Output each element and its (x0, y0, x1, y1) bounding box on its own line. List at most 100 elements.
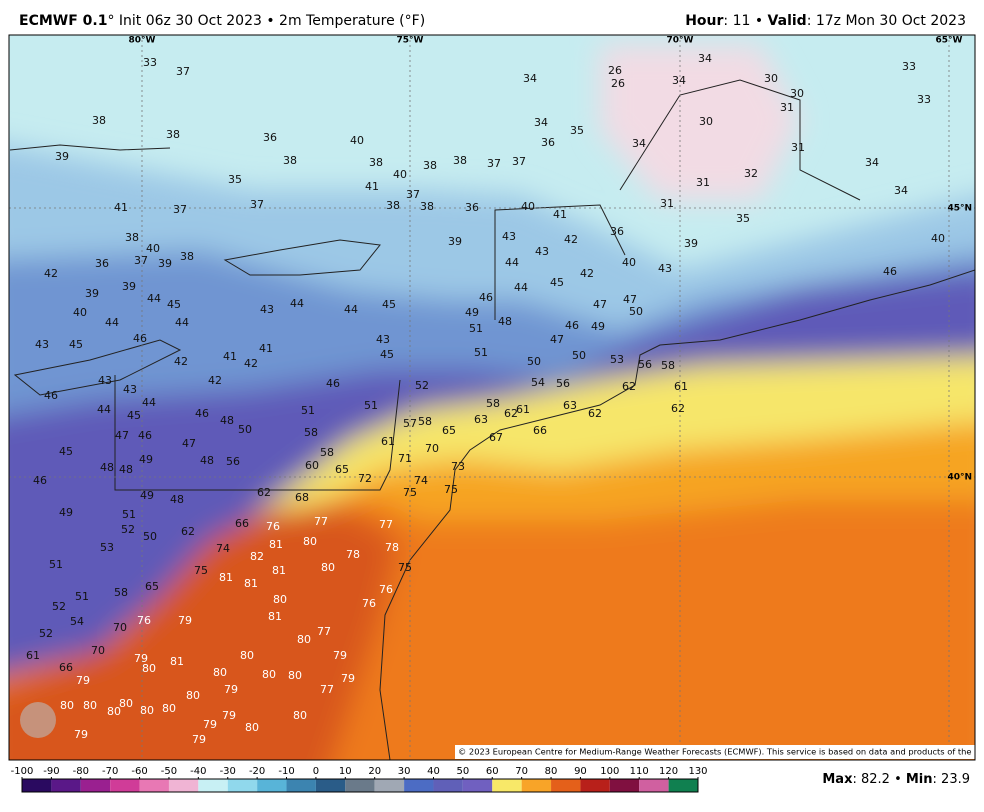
colorbar-segment (462, 779, 493, 792)
temperature-label: 78 (346, 548, 360, 561)
temperature-label: 52 (121, 523, 135, 536)
colorbar-tick-label: 70 (515, 766, 528, 777)
temperature-label: 33 (902, 60, 916, 73)
temperature-label: 76 (362, 597, 376, 610)
temperature-label: 46 (883, 265, 897, 278)
colorbar-tick-label: 120 (659, 766, 678, 777)
colorbar-tick-label: 20 (368, 766, 381, 777)
temperature-label: 66 (533, 424, 547, 437)
temperature-label: 77 (320, 683, 334, 696)
temperature-label: 48 (220, 414, 234, 427)
temperature-label: 41 (114, 201, 128, 214)
temperature-label: 46 (138, 429, 152, 442)
temperature-label: 44 (290, 297, 304, 310)
colorbar-tick-label: 30 (398, 766, 411, 777)
temperature-label: 81 (272, 564, 286, 577)
temperature-label: 46 (133, 332, 147, 345)
temperature-label: 38 (369, 156, 383, 169)
temperature-label: 52 (415, 379, 429, 392)
temperature-label: 44 (105, 316, 119, 329)
temperature-label: 42 (174, 355, 188, 368)
temperature-label: 47 (115, 429, 129, 442)
temperature-label: 77 (379, 518, 393, 531)
temperature-label: 80 (213, 666, 227, 679)
temperature-label: 52 (39, 627, 53, 640)
temperature-label: 53 (100, 541, 114, 554)
temperature-label: 50 (238, 423, 252, 436)
colorbar-tick-label: 90 (574, 766, 587, 777)
temperature-label: 74 (414, 474, 428, 487)
temperature-label: 48 (200, 454, 214, 467)
temperature-label: 51 (301, 404, 315, 417)
temperature-label: 58 (661, 359, 675, 372)
temperature-label: 61 (26, 649, 40, 662)
header-title: ECMWF 0.1° Init 06z 30 Oct 2023 • 2m Tem… (19, 13, 425, 29)
temperature-label: 36 (465, 201, 479, 214)
temperature-label: 80 (293, 709, 307, 722)
temperature-label: 41 (223, 350, 237, 363)
footer: Max: 82.2 • Min: 23.9 (822, 772, 970, 787)
temperature-label: 52 (52, 600, 66, 613)
temperature-label: 75 (403, 486, 417, 499)
temperature-label: 36 (95, 257, 109, 270)
temperature-label: 81 (244, 577, 258, 590)
temperature-label: 72 (358, 472, 372, 485)
temperature-label: 34 (632, 137, 646, 150)
temperature-label: 44 (514, 281, 528, 294)
temperature-label: 80 (83, 699, 97, 712)
temperature-label: 30 (764, 72, 778, 85)
colorbar-segment (521, 779, 552, 792)
temperature-label: 58 (418, 415, 432, 428)
temperature-label: 76 (379, 583, 393, 596)
temperature-label: 49 (140, 489, 154, 502)
temperature-label: 33 (143, 56, 157, 69)
colorbar-frame (21, 778, 699, 793)
temperature-label: 30 (790, 87, 804, 100)
temperature-label: 76 (266, 520, 280, 533)
max-label: Max (822, 772, 853, 787)
temperature-label: 46 (195, 407, 209, 420)
min-label: Min (906, 772, 933, 787)
temperature-label: 34 (865, 156, 879, 169)
colorbar-segment (433, 779, 463, 792)
temperature-label: 54 (70, 615, 84, 628)
temperature-label: 65 (335, 463, 349, 476)
valid-label: Valid (768, 13, 807, 29)
temperature-label: 57 (403, 417, 417, 430)
colorbar-tick-label: 40 (427, 766, 440, 777)
colorbar-tick-label: 80 (545, 766, 558, 777)
temperature-label: 39 (55, 150, 69, 163)
temperature-label: 42 (244, 357, 258, 370)
temperature-label: 41 (259, 342, 273, 355)
temperature-label: 26 (611, 77, 625, 90)
temperature-label: 45 (59, 445, 73, 458)
temperature-label: 40 (146, 242, 160, 255)
temperature-label: 35 (736, 212, 750, 225)
temperature-label: 31 (780, 101, 794, 114)
temperature-label: 46 (479, 291, 493, 304)
temperature-label: 37 (406, 188, 420, 201)
temperature-label: 40 (393, 168, 407, 181)
temperature-label: 38 (125, 231, 139, 244)
temperature-label: 34 (523, 72, 537, 85)
temperature-label: 33 (917, 93, 931, 106)
temperature-label: 35 (570, 124, 584, 137)
colorbar-tick-label: 0 (313, 766, 319, 777)
temperature-label: 79 (74, 728, 88, 741)
temperature-label: 37 (134, 254, 148, 267)
temperature-label: 48 (170, 493, 184, 506)
temperature-label: 47 (182, 437, 196, 450)
temperature-label: 79 (192, 733, 206, 746)
temperature-label: 40 (931, 232, 945, 245)
temperature-label: 39 (684, 237, 698, 250)
temperature-label: 66 (235, 517, 249, 530)
colorbar-tick-label: -80 (73, 766, 89, 777)
temperature-label: 44 (142, 396, 156, 409)
temperature-label: 38 (283, 154, 297, 167)
valid: : 17z Mon 30 Oct 2023 (807, 13, 966, 29)
temperature-label: 43 (35, 338, 49, 351)
temperature-label: 79 (178, 614, 192, 627)
temperature-label: 51 (469, 322, 483, 335)
colorbar-tick-label: -90 (43, 766, 59, 777)
temperature-label: 41 (553, 208, 567, 221)
